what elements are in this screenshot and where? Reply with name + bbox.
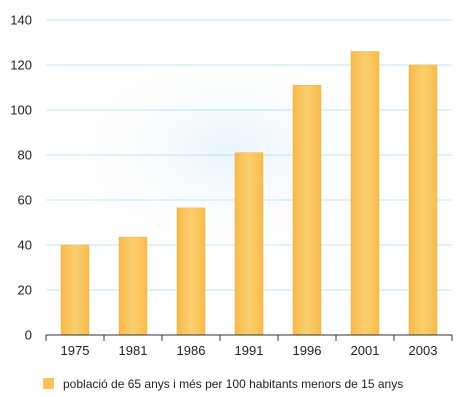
- x-tick-labels: 1975 1981 1986 1991 1996 2001 2003: [61, 343, 438, 358]
- x-tick-label: 1991: [235, 343, 264, 358]
- bar-2003: [408, 64, 438, 336]
- bar-1975: [60, 244, 90, 336]
- y-tick-label: 60: [18, 193, 32, 208]
- y-tick-labels: 0 20 40 60 80 100 120 140: [10, 13, 32, 343]
- bars: [60, 51, 438, 336]
- bar-1991: [234, 152, 264, 336]
- x-tick-label: 2003: [409, 343, 438, 358]
- y-tick-label: 120: [10, 58, 32, 73]
- legend: població de 65 anys i més per 100 habita…: [43, 377, 403, 391]
- bar-1981: [118, 236, 148, 336]
- y-tick-label: 0: [25, 328, 32, 343]
- bar-1986: [176, 207, 206, 336]
- legend-label: població de 65 anys i més per 100 habita…: [63, 377, 403, 391]
- y-tick-label: 20: [18, 283, 32, 298]
- x-tick-label: 1975: [61, 343, 90, 358]
- x-tick-label: 2001: [351, 343, 380, 358]
- x-tick-label: 1996: [293, 343, 322, 358]
- x-tick-label: 1981: [119, 343, 148, 358]
- x-tick-label: 1986: [177, 343, 206, 358]
- bar-2001: [350, 51, 380, 336]
- axes: [45, 334, 453, 341]
- y-tick-label: 80: [18, 148, 32, 163]
- y-tick-label: 140: [10, 13, 32, 28]
- legend-swatch: [43, 378, 54, 389]
- bar-1996: [292, 85, 322, 336]
- y-tick-label: 40: [18, 238, 32, 253]
- plot-background: [60, 40, 400, 260]
- y-tick-label: 100: [10, 103, 32, 118]
